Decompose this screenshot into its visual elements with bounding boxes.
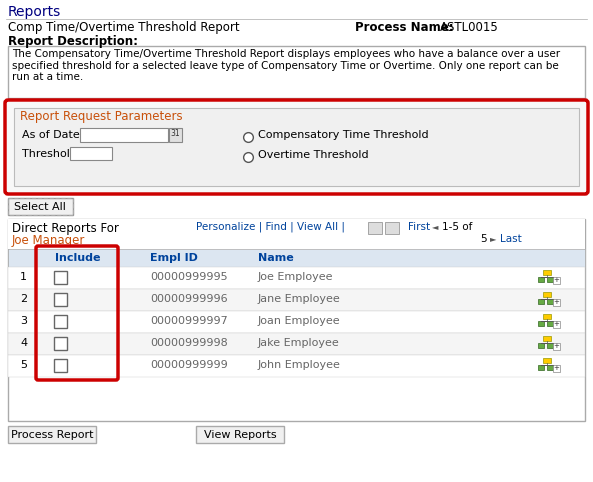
Bar — [8, 289, 585, 311]
Text: Last: Last — [500, 234, 522, 244]
Text: +: + — [553, 277, 559, 283]
Bar — [54, 359, 67, 372]
Text: 00000999997: 00000999997 — [150, 316, 228, 326]
Bar — [538, 299, 544, 304]
Text: Select All: Select All — [14, 201, 66, 212]
Bar — [543, 336, 551, 341]
Text: Reports: Reports — [8, 5, 61, 19]
Text: 5: 5 — [20, 360, 27, 370]
Text: 1: 1 — [20, 272, 27, 282]
Text: Personalize | Find | View All |: Personalize | Find | View All | — [196, 222, 345, 232]
Text: As of Date:: As of Date: — [22, 130, 84, 140]
Bar — [553, 365, 560, 372]
Bar — [196, 426, 284, 443]
Text: Comp Time/Overtime Threshold Report: Comp Time/Overtime Threshold Report — [8, 21, 240, 34]
Bar — [8, 46, 585, 98]
Bar — [538, 365, 544, 370]
Bar — [553, 299, 560, 306]
Bar — [8, 267, 585, 289]
Bar — [538, 343, 544, 348]
Text: Threshold:: Threshold: — [22, 149, 81, 159]
Text: +: + — [553, 321, 559, 327]
Bar — [70, 147, 112, 160]
Text: +: + — [553, 343, 559, 349]
Text: 00000999999: 00000999999 — [150, 360, 228, 370]
Text: First: First — [408, 222, 430, 232]
Bar — [538, 321, 544, 326]
Text: Joe Employee: Joe Employee — [258, 272, 333, 282]
Bar — [169, 128, 182, 142]
Bar — [547, 343, 553, 348]
Text: 00000999996: 00000999996 — [150, 294, 228, 304]
Bar — [8, 333, 585, 355]
Bar — [8, 219, 585, 421]
Bar — [54, 337, 67, 350]
Bar — [8, 198, 73, 215]
Text: Empl ID: Empl ID — [150, 253, 198, 263]
Text: Name: Name — [258, 253, 294, 263]
Bar — [8, 426, 96, 443]
Bar — [54, 293, 67, 306]
Text: 2: 2 — [20, 294, 27, 304]
Bar — [553, 277, 560, 284]
Text: ◄: ◄ — [432, 222, 438, 231]
FancyBboxPatch shape — [5, 100, 588, 194]
Bar — [553, 343, 560, 350]
Text: Joan Employee: Joan Employee — [258, 316, 340, 326]
Bar — [8, 355, 585, 377]
Bar — [547, 365, 553, 370]
Text: Compensatory Time Threshold: Compensatory Time Threshold — [258, 130, 429, 140]
Text: 00000999998: 00000999998 — [150, 338, 228, 348]
Text: Include: Include — [55, 253, 100, 263]
Bar — [385, 222, 399, 234]
Text: Report Request Parameters: Report Request Parameters — [20, 110, 183, 123]
Text: ►: ► — [490, 234, 496, 243]
Text: 00000999995: 00000999995 — [150, 272, 228, 282]
Bar — [8, 198, 73, 215]
Text: Report Description:: Report Description: — [8, 35, 138, 48]
Text: Overtime Threshold: Overtime Threshold — [258, 150, 369, 160]
Bar — [547, 321, 553, 326]
Bar — [8, 219, 585, 249]
Bar — [54, 315, 67, 328]
Text: Jake Employee: Jake Employee — [258, 338, 340, 348]
Bar — [553, 321, 560, 328]
Bar — [368, 222, 382, 234]
Bar — [543, 292, 551, 297]
Bar — [538, 277, 544, 282]
Bar — [543, 314, 551, 319]
Bar — [547, 299, 553, 304]
Bar — [54, 271, 67, 284]
Text: Process Name:: Process Name: — [355, 21, 454, 34]
Text: 3: 3 — [20, 316, 27, 326]
Bar — [543, 358, 551, 363]
Text: 1-5 of: 1-5 of — [442, 222, 473, 232]
Text: +: + — [553, 365, 559, 371]
Text: John Employee: John Employee — [258, 360, 341, 370]
Bar — [8, 311, 585, 333]
Bar — [547, 277, 553, 282]
Bar — [80, 128, 168, 142]
Text: View Reports: View Reports — [203, 429, 276, 440]
Text: +: + — [553, 299, 559, 305]
Text: The Compensatory Time/Overtime Threshold Report displays employees who have a ba: The Compensatory Time/Overtime Threshold… — [12, 49, 560, 82]
Text: ASTL0015: ASTL0015 — [440, 21, 499, 34]
Text: 5: 5 — [480, 234, 487, 244]
Bar — [543, 270, 551, 275]
Text: Direct Reports For: Direct Reports For — [12, 222, 119, 235]
Text: Process Report: Process Report — [11, 429, 93, 440]
Text: Joe Manager: Joe Manager — [12, 234, 85, 247]
Bar — [14, 108, 579, 186]
Bar — [8, 249, 585, 267]
Text: 4: 4 — [20, 338, 27, 348]
Text: 31: 31 — [170, 129, 180, 138]
Text: Jane Employee: Jane Employee — [258, 294, 341, 304]
